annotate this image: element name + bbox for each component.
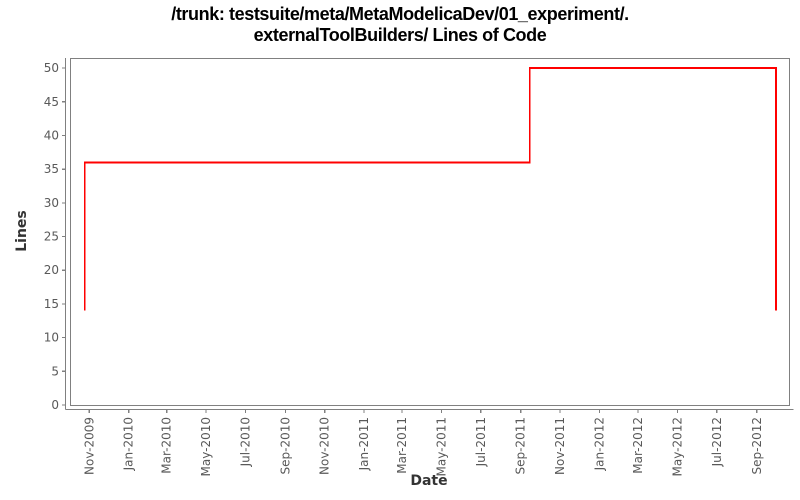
x-tick-label: Sep-2011 [514, 417, 528, 475]
chart-title: /trunk: testsuite/meta/MetaModelicaDev/0… [0, 4, 800, 46]
x-tick-label: Jan-2012 [592, 417, 606, 471]
y-tick-label: 10 [44, 331, 59, 345]
y-tick-label: 35 [44, 162, 59, 176]
y-tick-label: 40 [44, 128, 59, 142]
x-tick-label: May-2011 [434, 417, 448, 476]
chart-title-line1: /trunk: testsuite/meta/MetaModelicaDev/0… [171, 4, 629, 24]
series-line-lines-of-code [83, 67, 777, 311]
y-tick-label: 0 [51, 398, 59, 412]
x-tick-label: Mar-2012 [631, 417, 645, 474]
chart-title-line2: externalToolBuilders/ Lines of Code [253, 25, 547, 45]
x-tick-label: Jan-2010 [122, 417, 136, 471]
x-tick-label: Mar-2011 [395, 417, 409, 474]
y-tick-label: 25 [44, 230, 59, 244]
x-tick-label: Jul-2011 [474, 417, 488, 467]
x-tick-label: Jan-2011 [357, 417, 371, 471]
y-tick-label: 20 [44, 263, 59, 277]
y-tick-label: 15 [44, 297, 59, 311]
x-tick-label: May-2010 [199, 417, 213, 476]
x-tick-label: Nov-2009 [82, 417, 96, 475]
x-tick-label: Jul-2012 [710, 417, 724, 467]
x-tick-label: Nov-2010 [318, 417, 332, 475]
x-tick-label: May-2012 [670, 417, 684, 476]
plot-border [69, 57, 791, 407]
x-tick-label: Nov-2011 [553, 417, 567, 475]
y-tick-label: 50 [44, 61, 59, 75]
x-tick-label: Sep-2010 [278, 417, 292, 475]
x-axis-label: Date [410, 473, 447, 489]
x-tick-label: Mar-2010 [160, 417, 174, 474]
y-axis-label: Lines [14, 210, 30, 252]
x-tick-label: Sep-2012 [750, 417, 764, 475]
x-tick-label: Jul-2010 [238, 417, 252, 467]
y-tick-label: 5 [51, 364, 59, 378]
y-tick-label: 45 [44, 95, 59, 109]
y-tick-label: 30 [44, 196, 59, 210]
